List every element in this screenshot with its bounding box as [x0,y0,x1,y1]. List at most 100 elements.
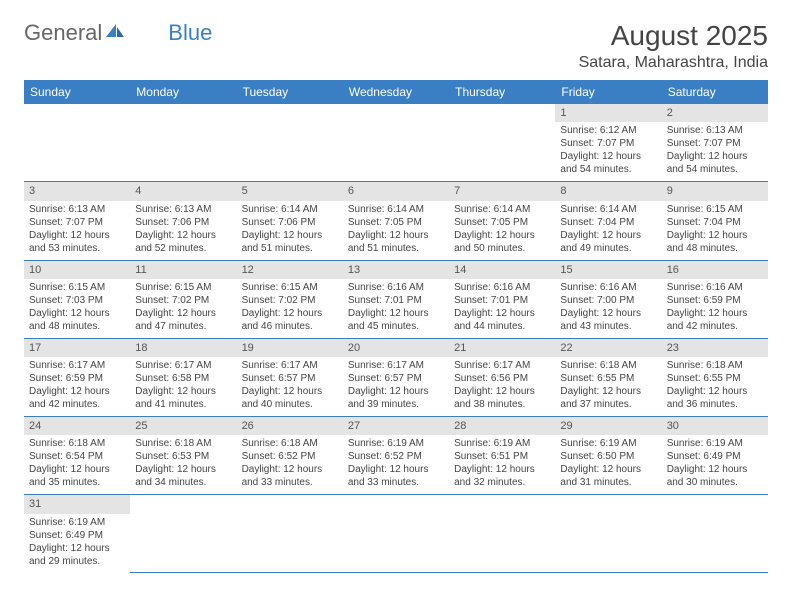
sunset-line: Sunset: 7:02 PM [135,294,231,307]
sunrise-line: Sunrise: 6:19 AM [29,516,125,529]
daylight-line: Daylight: 12 hours and 46 minutes. [242,307,338,333]
day-cell: 2Sunrise: 6:13 AMSunset: 7:07 PMDaylight… [662,104,768,182]
sunrise-line: Sunrise: 6:15 AM [667,203,763,216]
day-number: 20 [343,339,449,357]
sunset-line: Sunset: 6:57 PM [242,372,338,385]
calendar-head: SundayMondayTuesdayWednesdayThursdayFrid… [24,80,768,104]
day-cell: 3Sunrise: 6:13 AMSunset: 7:07 PMDaylight… [24,182,130,260]
empty-cell [130,104,236,182]
sunset-line: Sunset: 6:49 PM [29,529,125,542]
empty-cell [237,495,343,573]
daylight-line: Daylight: 12 hours and 29 minutes. [29,542,125,568]
day-cell: 30Sunrise: 6:19 AMSunset: 6:49 PMDayligh… [662,417,768,495]
sunrise-line: Sunrise: 6:19 AM [667,437,763,450]
weekday-header: Sunday [24,80,130,104]
daylight-line: Daylight: 12 hours and 42 minutes. [667,307,763,333]
day-number: 8 [555,182,661,200]
calendar-table: SundayMondayTuesdayWednesdayThursdayFrid… [24,80,768,573]
daylight-line: Daylight: 12 hours and 51 minutes. [242,229,338,255]
sunset-line: Sunset: 6:50 PM [560,450,656,463]
day-cell: 21Sunrise: 6:17 AMSunset: 6:56 PMDayligh… [449,338,555,416]
daylight-line: Daylight: 12 hours and 41 minutes. [135,385,231,411]
weekday-header: Monday [130,80,236,104]
day-cell: 1Sunrise: 6:12 AMSunset: 7:07 PMDaylight… [555,104,661,182]
day-number: 29 [555,417,661,435]
day-cell: 5Sunrise: 6:14 AMSunset: 7:06 PMDaylight… [237,182,343,260]
sunset-line: Sunset: 6:55 PM [560,372,656,385]
sunrise-line: Sunrise: 6:18 AM [242,437,338,450]
sunset-line: Sunset: 7:02 PM [242,294,338,307]
day-number: 27 [343,417,449,435]
sunrise-line: Sunrise: 6:15 AM [29,281,125,294]
empty-cell [130,495,236,573]
daylight-line: Daylight: 12 hours and 54 minutes. [667,150,763,176]
sunrise-line: Sunrise: 6:13 AM [29,203,125,216]
day-number: 21 [449,339,555,357]
daylight-line: Daylight: 12 hours and 52 minutes. [135,229,231,255]
day-cell: 31Sunrise: 6:19 AMSunset: 6:49 PMDayligh… [24,495,130,573]
day-number: 6 [343,182,449,200]
sunset-line: Sunset: 6:52 PM [348,450,444,463]
day-cell: 27Sunrise: 6:19 AMSunset: 6:52 PMDayligh… [343,417,449,495]
sunrise-line: Sunrise: 6:14 AM [242,203,338,216]
sunrise-line: Sunrise: 6:15 AM [242,281,338,294]
sunrise-line: Sunrise: 6:19 AM [348,437,444,450]
sunrise-line: Sunrise: 6:16 AM [454,281,550,294]
empty-cell [449,495,555,573]
daylight-line: Daylight: 12 hours and 31 minutes. [560,463,656,489]
daylight-line: Daylight: 12 hours and 42 minutes. [29,385,125,411]
daylight-line: Daylight: 12 hours and 49 minutes. [560,229,656,255]
sunset-line: Sunset: 7:01 PM [454,294,550,307]
sunrise-line: Sunrise: 6:18 AM [135,437,231,450]
day-number: 9 [662,182,768,200]
day-cell: 16 Sunrise: 6:16 AMSunset: 6:59 PMDayligh… [662,260,768,338]
daylight-line: Daylight: 12 hours and 35 minutes. [29,463,125,489]
logo-text-blue: Blue [168,20,212,46]
day-number: 1 [555,104,661,122]
empty-cell [343,495,449,573]
sunset-line: Sunset: 6:52 PM [242,450,338,463]
weekday-header: Tuesday [237,80,343,104]
day-number: 13 [343,261,449,279]
sunrise-line: Sunrise: 6:13 AM [135,203,231,216]
day-cell: 6Sunrise: 6:14 AMSunset: 7:05 PMDaylight… [343,182,449,260]
sunset-line: Sunset: 6:59 PM [667,294,763,307]
day-number: 26 [237,417,343,435]
day-cell: 12Sunrise: 6:15 AMSunset: 7:02 PMDayligh… [237,260,343,338]
day-cell: 19Sunrise: 6:17 AMSunset: 6:57 PMDayligh… [237,338,343,416]
sunrise-line: Sunrise: 6:16 AM [348,281,444,294]
sunrise-line: Sunrise: 6:19 AM [560,437,656,450]
day-number: 28 [449,417,555,435]
logo-text-general: General [24,20,102,46]
day-cell: 15Sunrise: 6:16 AMSunset: 7:00 PMDayligh… [555,260,661,338]
day-number: 4 [130,182,236,200]
day-number: 16 [662,261,768,279]
sunrise-line: Sunrise: 6:16 AM [667,281,763,294]
header: General Blue August 2025 Satara, Maharas… [24,20,768,72]
sunset-line: Sunset: 7:06 PM [242,216,338,229]
day-cell: 9Sunrise: 6:15 AMSunset: 7:04 PMDaylight… [662,182,768,260]
daylight-line: Daylight: 12 hours and 54 minutes. [560,150,656,176]
sunset-line: Sunset: 7:00 PM [560,294,656,307]
sunrise-line: Sunrise: 6:14 AM [454,203,550,216]
sunset-line: Sunset: 6:58 PM [135,372,231,385]
day-number: 15 [555,261,661,279]
day-cell: 7Sunrise: 6:14 AMSunset: 7:05 PMDaylight… [449,182,555,260]
day-number: 17 [24,339,130,357]
day-number: 19 [237,339,343,357]
daylight-line: Daylight: 12 hours and 45 minutes. [348,307,444,333]
sunrise-line: Sunrise: 6:17 AM [454,359,550,372]
sunset-line: Sunset: 6:55 PM [667,372,763,385]
title-block: August 2025 Satara, Maharashtra, India [579,20,768,72]
day-cell: 13Sunrise: 6:16 AMSunset: 7:01 PMDayligh… [343,260,449,338]
sunrise-line: Sunrise: 6:17 AM [135,359,231,372]
daylight-line: Daylight: 12 hours and 39 minutes. [348,385,444,411]
day-cell: 29 Sunrise: 6:19 AMSunset: 6:50 PMDayligh… [555,417,661,495]
sunrise-line: Sunrise: 6:12 AM [560,124,656,137]
sunset-line: Sunset: 6:56 PM [454,372,550,385]
empty-cell [237,104,343,182]
sunset-line: Sunset: 6:51 PM [454,450,550,463]
daylight-line: Daylight: 12 hours and 43 minutes. [560,307,656,333]
sunrise-line: Sunrise: 6:18 AM [560,359,656,372]
day-cell: 11Sunrise: 6:15 AMSunset: 7:02 PMDayligh… [130,260,236,338]
